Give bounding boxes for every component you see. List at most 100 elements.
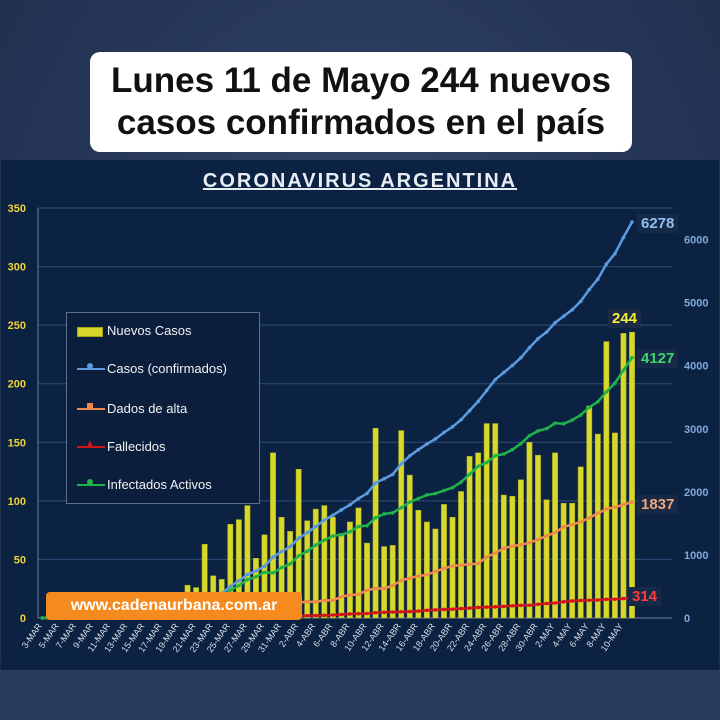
point-confirmados-16-ABR [416, 447, 421, 452]
point-activos-6-MAY [587, 405, 592, 410]
point-fallecidos-5-MAY [578, 598, 583, 603]
legend-label-nuevos: Nuevos Casos [107, 323, 192, 338]
point-confirmados-1-ABR [288, 544, 292, 549]
point-fallecidos-19-ABR [442, 607, 446, 612]
point-fallecidos-26-ABR [501, 604, 506, 609]
point-alta-5-ABR [322, 598, 327, 603]
point-confirmados-11-ABR [373, 481, 378, 485]
bar-17-ABR [423, 521, 430, 619]
point-alta-9-ABR [356, 592, 361, 597]
point-activos-14-ABR [399, 505, 404, 510]
point-fallecidos-10-MAY [621, 596, 626, 601]
point-alta-3-ABR [305, 600, 310, 604]
point-confirmados-7-MAY [596, 277, 600, 282]
bar-11-MAY [629, 331, 635, 619]
point-activos-25-ABR [493, 453, 498, 458]
point-alta-25-ABR [493, 551, 498, 555]
point-alta-26-ABR [501, 546, 506, 550]
point-confirmados-26-MAR [237, 579, 241, 583]
bar-4-ABR [312, 508, 319, 619]
point-confirmados-4-ABR [313, 524, 318, 529]
point-fallecidos-7-MAY [596, 598, 600, 602]
point-confirmados-3-MAY [561, 314, 566, 319]
point-fallecidos-7-ABR [339, 612, 344, 617]
y-right-tick-5000: 5000 [684, 298, 708, 310]
point-activos-8-ABR [348, 530, 352, 534]
point-activos-19-ABR [442, 488, 446, 493]
point-activos-12-ABR [382, 512, 386, 516]
chart-legend: Nuevos Casos Casos (confirmados) Dados d… [66, 312, 260, 504]
point-fallecidos-2-MAY [553, 601, 557, 605]
y-left-tick-250: 250 [8, 320, 26, 332]
point-alta-21-ABR [459, 563, 463, 567]
point-activos-2-MAY [553, 421, 557, 425]
point-fallecidos-8-MAY [604, 597, 609, 602]
point-activos-29-MAR [262, 570, 267, 575]
point-alta-13-ABR [390, 583, 395, 588]
point-fallecidos-14-ABR [399, 609, 404, 614]
point-activos-7-ABR [339, 532, 344, 537]
point-fallecidos-17-ABR [425, 608, 429, 613]
point-alta-9-MAY [613, 505, 617, 509]
point-fallecidos-27-ABR [510, 603, 515, 608]
point-activos-13-ABR [390, 511, 395, 515]
bar-14-ABR [398, 430, 405, 619]
point-alta-14-ABR [399, 578, 404, 583]
point-confirmados-9-ABR [356, 496, 361, 501]
website-banner[interactable]: www.cadenaurbana.com.ar [46, 592, 302, 620]
bar-9-MAY [612, 432, 618, 619]
bar-21-ABR [458, 491, 464, 619]
point-alta-6-ABR [331, 598, 335, 603]
point-alta-24-ABR [484, 555, 489, 559]
point-alta-4-MAY [570, 522, 574, 527]
point-fallecidos-30-ABR [536, 602, 540, 607]
point-activos-23-ABR [476, 464, 480, 469]
bar-15-ABR [406, 474, 413, 619]
point-confirmados-8-MAY [604, 262, 609, 266]
point-confirmados-27-ABR [510, 363, 515, 368]
point-confirmados-8-ABR [348, 502, 352, 507]
point-confirmados-26-ABR [501, 370, 506, 375]
point-fallecidos-6-ABR [331, 613, 335, 617]
point-activos-5-MAY [578, 413, 583, 417]
bar-8-ABR [347, 521, 353, 619]
legend-swatch-alta [77, 402, 105, 413]
bar-26-ABR [500, 494, 507, 619]
point-activos-6-ABR [331, 534, 335, 538]
point-alta-11-ABR [373, 586, 378, 591]
bar-5-ABR [321, 505, 328, 619]
point-activos-4-MAY [570, 418, 574, 422]
point-fallecidos-8-ABR [348, 612, 352, 616]
headline-box: Lunes 11 de Mayo 244 nuevos casos confir… [90, 52, 632, 152]
point-confirmados-6-ABR [331, 513, 335, 518]
point-alta-11-MAY [630, 500, 634, 504]
point-activos-17-ABR [425, 493, 429, 497]
bar-1-MAY [543, 499, 550, 619]
point-activos-28-MAR [254, 574, 258, 579]
point-alta-12-ABR [382, 586, 386, 591]
legend-label-confirmados: Casos (confirmados) [107, 361, 227, 376]
point-activos-16-ABR [416, 496, 421, 501]
point-alta-30-ABR [536, 537, 540, 542]
bar-4-MAY [569, 502, 576, 619]
bar-27-ABR [509, 495, 516, 619]
bar-12-ABR [381, 546, 388, 619]
point-fallecidos-24-ABR [484, 605, 489, 609]
point-fallecidos-6-MAY [587, 598, 592, 603]
point-confirmados-9-MAY [613, 251, 617, 256]
point-confirmados-2-ABR [296, 536, 301, 541]
legend-item-nuevos: Nuevos Casos [77, 323, 192, 338]
point-confirmados-27-MAR [245, 572, 250, 577]
point-fallecidos-9-ABR [356, 611, 361, 616]
legend-label-fallecidos: Fallecidos [107, 439, 166, 454]
point-activos-22-ABR [467, 472, 472, 477]
y-left-tick-100: 100 [8, 496, 26, 508]
point-alta-3-MAY [561, 524, 566, 529]
point-confirmados-17-ABR [425, 442, 429, 446]
point-activos-24-ABR [484, 460, 489, 465]
point-alta-27-ABR [510, 544, 515, 548]
bar-10-ABR [364, 542, 370, 619]
point-activos-20-ABR [450, 485, 455, 490]
point-activos-30-ABR [536, 429, 540, 433]
